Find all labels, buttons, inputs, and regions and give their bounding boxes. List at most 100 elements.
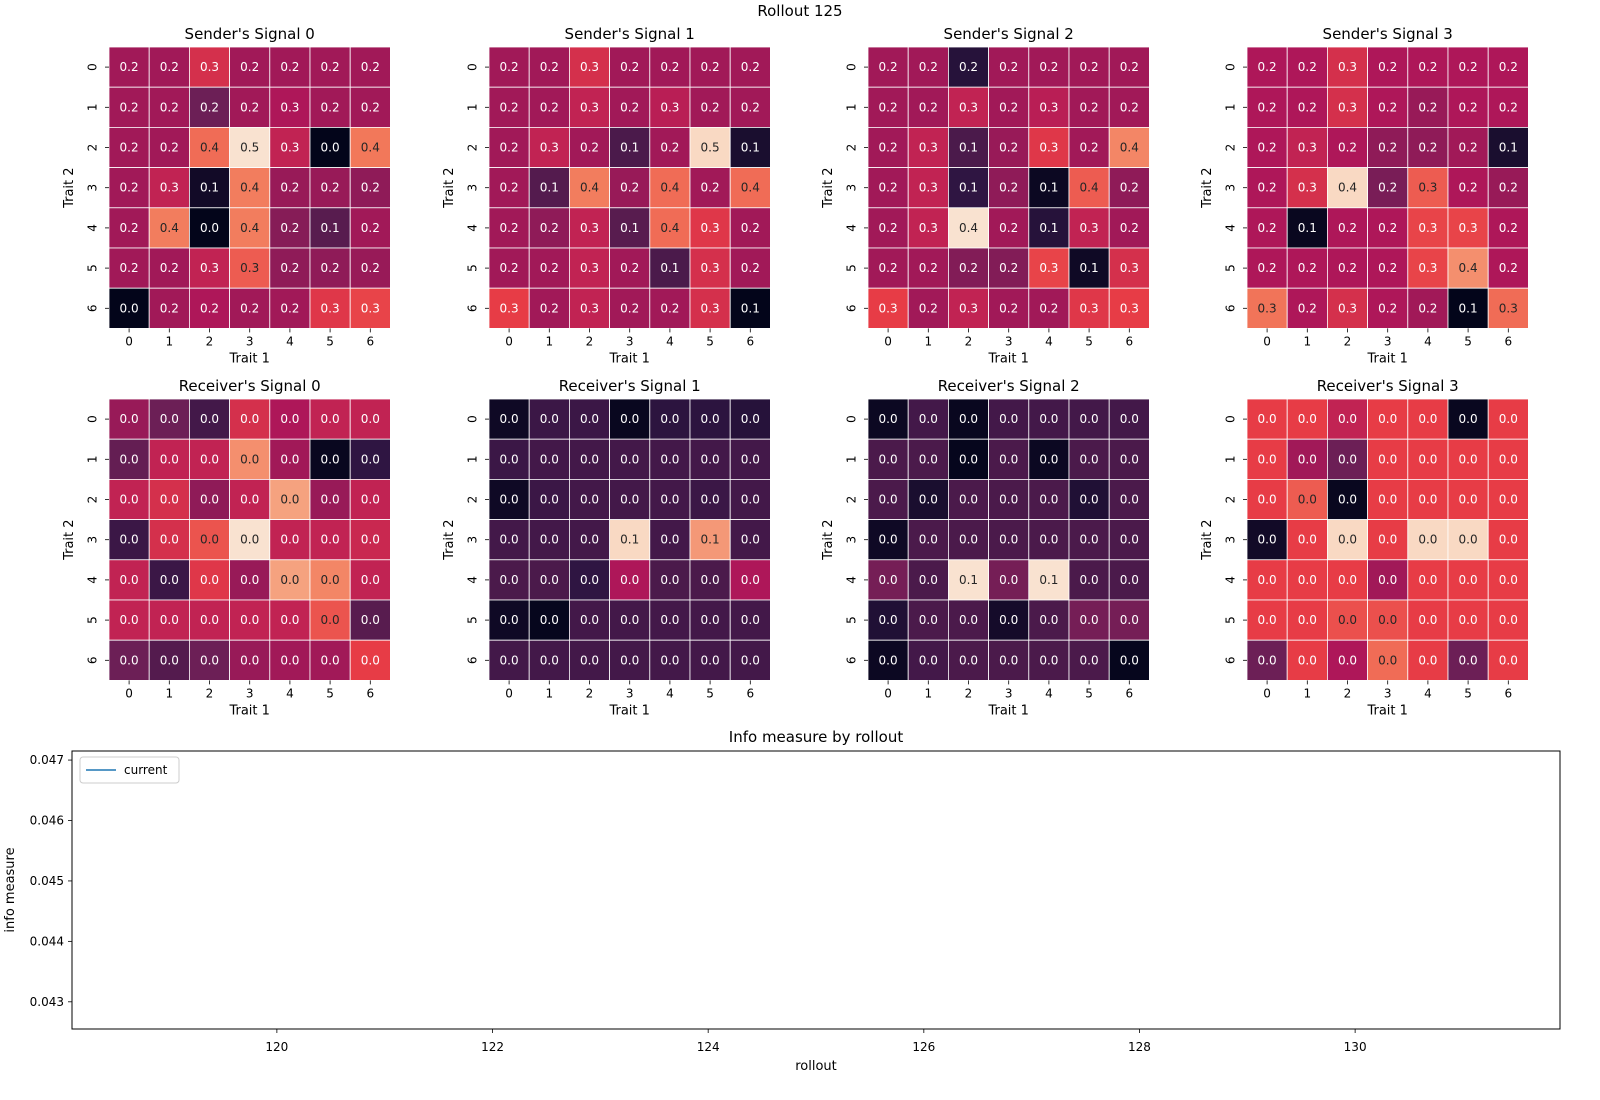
- heatmap-cell-label: 0.3: [540, 141, 559, 155]
- heatmap-cell-label: 0.0: [919, 653, 938, 667]
- heatmap-cell-label: 0.0: [200, 533, 219, 547]
- heatmap-cell: [988, 167, 1030, 209]
- heatmap-cell-label: 0.0: [280, 452, 299, 466]
- heatmap-cell: [1447, 559, 1489, 601]
- heatmap-cell: [729, 519, 771, 561]
- y-tick-label: 5: [466, 616, 480, 624]
- heatmap-cell-label: 0.0: [1418, 653, 1437, 667]
- heatmap-cell: [269, 519, 311, 561]
- y-tick-label: 4: [86, 224, 100, 232]
- heatmap-cell: [269, 247, 311, 289]
- heatmap-cell: [569, 287, 611, 329]
- heatmap-cell-label: 0.0: [879, 533, 898, 547]
- y-tick-label: 3: [845, 536, 859, 544]
- heatmap-cell: [108, 287, 150, 329]
- heatmap-cell-label: 0.2: [919, 261, 938, 275]
- heatmap-cell-label: 0.0: [959, 412, 978, 426]
- heatmap-cell-label: 0.1: [701, 533, 720, 547]
- y-tick-label: 1: [845, 455, 859, 463]
- heatmap-cell-label: 0.0: [741, 412, 760, 426]
- heatmap-3: Sender's Signal 2 0.2 0.2 0.2 0.2 0.2 0.2 0.2 0.…: [821, 25, 1150, 366]
- heatmap-cell-label: 0.2: [1120, 60, 1139, 74]
- heatmap-cell: [988, 127, 1030, 169]
- heatmap-cell-label: 0.1: [741, 141, 760, 155]
- heatmap-cell: [1487, 86, 1529, 128]
- heatmap-cell-label: 0.0: [160, 452, 179, 466]
- heatmap-cell-label: 0.2: [160, 261, 179, 275]
- heatmap-cell: [229, 398, 271, 440]
- y-tick-label: 2: [466, 496, 480, 504]
- heatmap-cell-label: 0.2: [879, 181, 898, 195]
- heatmap-cell-label: 0.2: [1298, 261, 1317, 275]
- heatmap-cell-label: 0.0: [660, 412, 679, 426]
- heatmap-cell-label: 0.0: [1039, 452, 1058, 466]
- heatmap-cell-label: 0.2: [999, 261, 1018, 275]
- heatmap-cell: [1327, 438, 1369, 480]
- heatmap-cell: [907, 287, 949, 329]
- heatmap-cell-label: 0.3: [1039, 100, 1058, 114]
- heatmap-cell: [689, 559, 731, 601]
- heatmap-cell: [867, 478, 909, 520]
- heatmap-cell-label: 0.2: [160, 60, 179, 74]
- heatmap-cell: [609, 287, 651, 329]
- x-tick-label: 6: [1504, 334, 1512, 348]
- heatmap-7: Receiver's Signal 2 0.0 0.0 0.0 0.0 0.0 0.0 0.0…: [821, 377, 1150, 718]
- heatmap-cell: [108, 46, 150, 88]
- y-tick-label: 4: [845, 224, 859, 232]
- heatmap-cell: [349, 559, 391, 601]
- heatmap-cell: [188, 639, 230, 681]
- heatmap-cell-label: 0.1: [321, 221, 340, 235]
- heatmap-cell-label: 0.1: [959, 141, 978, 155]
- y-tick-label: 6: [86, 656, 100, 664]
- x-tick-label: 6: [1504, 686, 1512, 700]
- y-tick-label: 1: [1224, 103, 1238, 111]
- heatmap-cell-label: 0.2: [1258, 60, 1277, 74]
- heatmap-cell-label: 0.2: [160, 301, 179, 315]
- y-axis-label: Trait 2: [62, 167, 77, 208]
- heatmap-cell-label: 0.0: [540, 493, 559, 507]
- heatmap-cell-label: 0.0: [321, 452, 340, 466]
- y-axis-label: Trait 2: [821, 519, 836, 560]
- heatmap-cell-label: 0.2: [919, 60, 938, 74]
- heatmap-cell-label: 0.0: [701, 613, 720, 627]
- heatmap-cell-label: 0.0: [1080, 573, 1099, 587]
- heatmap-title: Receiver's Signal 2: [938, 377, 1080, 395]
- y-tick-label: 6: [466, 304, 480, 312]
- heatmap-cell-label: 0.0: [580, 452, 599, 466]
- x-tick-label: 5: [706, 334, 714, 348]
- heatmap-cell-label: 0.0: [1258, 412, 1277, 426]
- heatmap-cell: [729, 86, 771, 128]
- heatmap-cell: [1108, 599, 1150, 641]
- heatmap-cell: [1286, 46, 1328, 88]
- heatmap-cell-label: 0.2: [240, 301, 259, 315]
- heatmap-cell-label: 0.0: [240, 452, 259, 466]
- heatmap-cell-label: 0.3: [1298, 141, 1317, 155]
- heatmap-cell-label: 0.0: [1418, 533, 1437, 547]
- heatmap-cell: [349, 639, 391, 681]
- heatmap-cell-label: 0.0: [1039, 533, 1058, 547]
- heatmap-cell: [148, 478, 190, 520]
- y-tick-label: 0: [845, 63, 859, 71]
- heatmap-cell-label: 0.0: [1378, 412, 1397, 426]
- heatmap-cell-label: 0.1: [1298, 221, 1317, 235]
- y-tick-label: 3: [466, 536, 480, 544]
- x-tick-label: 5: [706, 686, 714, 700]
- x-tick-label: 130: [1344, 1040, 1367, 1054]
- heatmap-cell-label: 0.0: [999, 533, 1018, 547]
- x-axis-label: Trait 1: [987, 703, 1028, 718]
- heatmap-cell-label: 0.2: [1120, 221, 1139, 235]
- heatmap-cell: [1447, 167, 1489, 209]
- heatmap-cell-label: 0.2: [1459, 100, 1478, 114]
- y-tick-label: 6: [845, 656, 859, 664]
- heatmap-cell: [988, 639, 1030, 681]
- heatmap-cell-label: 0.2: [1499, 261, 1518, 275]
- heatmap-cell-label: 0.2: [1258, 100, 1277, 114]
- heatmap-cell: [609, 599, 651, 641]
- heatmap-cell-label: 0.0: [999, 493, 1018, 507]
- heatmap-cell-label: 0.0: [741, 493, 760, 507]
- heatmap-cell-label: 0.0: [999, 412, 1018, 426]
- heatmap-cell-label: 0.0: [620, 653, 639, 667]
- heatmap-cell-label: 0.0: [160, 613, 179, 627]
- heatmap-cell-label: 0.2: [879, 141, 898, 155]
- heatmap-cell-label: 0.0: [200, 412, 219, 426]
